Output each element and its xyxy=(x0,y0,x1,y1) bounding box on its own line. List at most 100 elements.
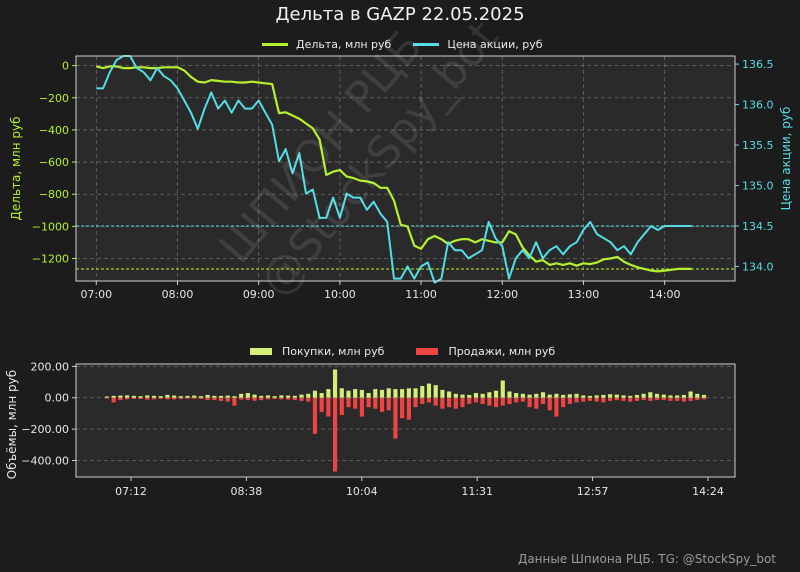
buy-bar xyxy=(634,394,640,398)
sell-bar xyxy=(131,397,136,399)
sell-bar xyxy=(628,397,633,402)
sell-bar xyxy=(171,397,177,400)
sell-bar xyxy=(406,397,411,420)
sell-bar xyxy=(245,397,250,401)
sell-bar xyxy=(567,397,572,405)
buy-bar xyxy=(567,394,572,398)
buy-bar xyxy=(386,388,391,398)
buy-bar xyxy=(151,395,157,398)
sell-bar xyxy=(326,397,331,417)
left-y-tick-label: 0 xyxy=(62,60,69,73)
bottom-y-tick-label: −200.00 xyxy=(21,423,69,436)
buy-bar xyxy=(286,395,291,398)
buy-bar xyxy=(218,395,224,398)
sell-bar xyxy=(225,397,230,402)
sell-bar xyxy=(681,397,686,402)
buy-bar xyxy=(326,389,331,398)
legend-item-price: Цена акции, руб xyxy=(413,38,543,51)
buy-bar xyxy=(695,393,700,398)
sell-bar xyxy=(426,397,432,403)
sell-bar xyxy=(192,397,197,399)
sell-bar xyxy=(138,397,143,399)
sell-bar xyxy=(514,397,519,403)
buy-bar xyxy=(131,395,136,398)
buy-bar xyxy=(527,394,532,398)
buy-bar xyxy=(185,395,190,398)
sell-bar xyxy=(373,397,378,409)
sell-bar xyxy=(433,397,438,406)
sell-bar xyxy=(500,397,505,406)
sell-bar xyxy=(178,397,183,399)
sell-bar xyxy=(534,397,539,409)
buy-bar xyxy=(111,395,116,398)
sell-bar xyxy=(520,397,525,402)
buy-bar xyxy=(447,391,452,398)
legend-item-sells: Продажи, млн руб xyxy=(416,345,555,358)
bottom-y-tick-label: 0.00 xyxy=(45,392,70,405)
buy-bar xyxy=(413,388,418,398)
buy-bar xyxy=(366,393,371,398)
buy-bar xyxy=(574,393,579,398)
sell-bar xyxy=(540,397,546,405)
left-y-tick-label: −800 xyxy=(39,188,69,201)
sell-bar xyxy=(400,397,405,419)
sell-bar xyxy=(473,397,479,403)
chart-title: Дельта в GAZP 22.05.2025 xyxy=(275,4,525,25)
sell-bar xyxy=(232,397,237,406)
buy-bar xyxy=(373,389,378,398)
top-x-tick-label: 13:00 xyxy=(568,288,600,301)
sell-bar xyxy=(467,397,472,405)
bottom-x-tick-label: 08:38 xyxy=(231,485,263,498)
sell-bar xyxy=(480,397,485,405)
bottom-y-tick-label: −400.00 xyxy=(21,455,69,468)
buy-bar xyxy=(507,391,512,398)
buy-bar xyxy=(212,395,217,398)
top-x-tick-label: 11:00 xyxy=(405,288,437,301)
sell-bar xyxy=(319,397,324,412)
bottom-axis-label: Объёмы, млн руб xyxy=(5,370,19,479)
bottom-x-tick-label: 14:24 xyxy=(692,485,724,498)
buy-bar xyxy=(594,395,599,398)
buy-bar xyxy=(359,389,364,398)
top-x-tick-label: 10:00 xyxy=(324,288,356,301)
buy-bar xyxy=(601,394,606,398)
buy-bar xyxy=(292,395,297,398)
top-x-tick-label: 07:00 xyxy=(80,288,112,301)
buy-bar xyxy=(493,390,499,398)
sell-bar xyxy=(259,397,264,401)
sell-bar xyxy=(654,397,660,401)
buy-bar xyxy=(245,393,250,398)
sell-bar xyxy=(279,397,284,400)
sell-bar xyxy=(688,397,693,401)
buy-bar xyxy=(406,388,411,398)
right-y-tick-label: 134.0 xyxy=(742,260,774,273)
sell-bar xyxy=(661,397,666,401)
buy-bar xyxy=(252,394,257,398)
buy-bar xyxy=(701,394,707,398)
sell-bar xyxy=(218,397,224,401)
left-y-tick-label: −200 xyxy=(39,92,69,105)
buy-bar xyxy=(138,396,143,398)
sell-bar xyxy=(125,397,130,400)
sell-bar xyxy=(111,397,116,403)
footer-credit: Данные Шпиона РЦБ. TG: @StockSpy_bot xyxy=(517,552,776,566)
sell-bar xyxy=(332,397,338,472)
top-x-tick-label: 08:00 xyxy=(162,288,194,301)
buy-bar xyxy=(426,383,432,398)
right-y-tick-label: 136.0 xyxy=(742,99,774,112)
price-line xyxy=(96,55,692,284)
legend-label-delta: Дельта, млн руб xyxy=(296,38,392,51)
sell-bar xyxy=(487,397,492,406)
sell-bar xyxy=(594,397,599,402)
legend-label-sells: Продажи, млн руб xyxy=(448,345,556,358)
buy-bar xyxy=(460,394,465,398)
bottom-plot-area xyxy=(76,364,735,477)
sell-bar xyxy=(648,397,653,401)
buy-bar xyxy=(158,396,163,398)
sell-bar xyxy=(306,397,311,402)
sell-bar xyxy=(393,397,398,439)
sell-bar xyxy=(554,397,559,417)
sell-bar xyxy=(440,397,445,409)
buy-bar xyxy=(145,395,150,398)
sell-bar xyxy=(527,397,532,408)
